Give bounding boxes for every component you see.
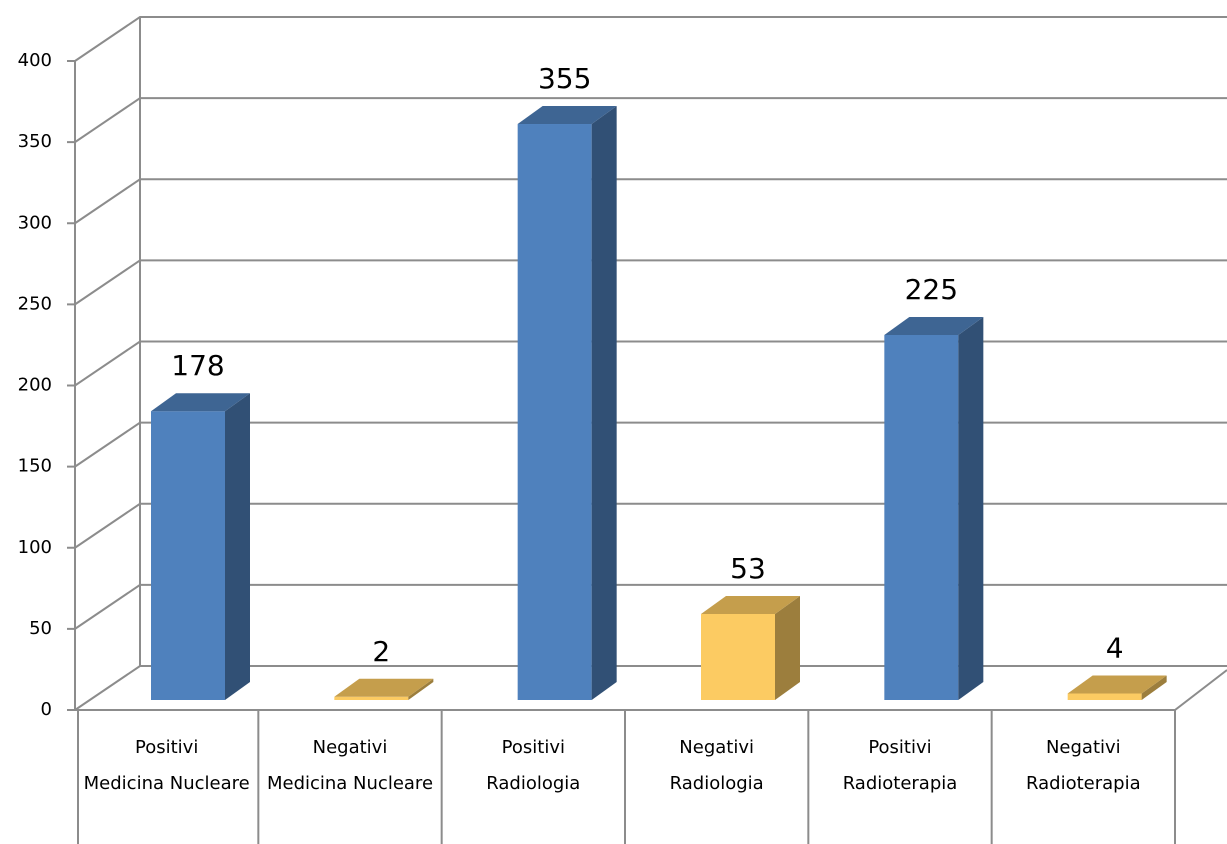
bar-top [334, 678, 434, 697]
category-label: Positivi Radioterapia [808, 734, 991, 798]
category-label-text: Negativi Radioterapia [992, 734, 1175, 798]
category-label-text: Positivi Radioterapia [808, 734, 991, 798]
category-label: Positivi Medicina Nucleare [75, 734, 258, 798]
bar-side [408, 678, 434, 700]
bar-front [334, 696, 409, 700]
category-label-line: Radioterapia [842, 773, 958, 794]
bar [1067, 675, 1167, 700]
category-label: Negativi Radiologia [625, 734, 808, 798]
bar-front [884, 334, 959, 700]
category-label-text: Positivi Radiologia [442, 734, 625, 798]
grid-line [74, 340, 1227, 387]
category-label-line: Positivi [868, 737, 932, 758]
bar [151, 393, 250, 700]
bar-side [225, 393, 250, 700]
bar-top [151, 393, 250, 412]
category-label-line: Negativi [1045, 737, 1121, 758]
y-tick-label: 300 [18, 212, 52, 233]
y-tick-label: 400 [18, 50, 52, 71]
bar-side [775, 596, 800, 700]
category-label: Negativi Medicina Nucleare [258, 734, 441, 798]
y-tick-label: 0 [41, 699, 52, 720]
grid-line [74, 178, 1227, 225]
bar-top [517, 106, 617, 125]
data-label: 4 [1106, 632, 1124, 665]
bar-front [701, 614, 775, 700]
category-label: Positivi Radiologia [442, 734, 625, 798]
category-label: Negativi Radioterapia [992, 734, 1175, 798]
grid-line [74, 97, 1227, 143]
grid-line [74, 259, 1227, 306]
category-label-text: Positivi Medicina Nucleare [75, 734, 258, 798]
bar-top [884, 316, 984, 335]
bar-top [701, 596, 800, 615]
bar [884, 316, 984, 700]
category-label-line: Radioterapia [1026, 773, 1141, 794]
bar [334, 678, 434, 700]
category-label-line: Positivi [135, 737, 199, 758]
category-label-line: Medicina Nucleare [266, 773, 434, 794]
category-label-line: Positivi [501, 737, 565, 758]
y-tick-label: 200 [18, 375, 52, 396]
bar-front [151, 411, 225, 700]
category-label-line: Radiologia [669, 773, 764, 794]
y-tick-label: 100 [18, 537, 52, 558]
y-tick-label: 50 [29, 618, 52, 639]
data-label: 225 [905, 273, 958, 306]
y-tick-label: 350 [18, 131, 52, 152]
bar-side [958, 316, 984, 700]
category-label-line: Negativi [679, 737, 755, 758]
bar-front [517, 124, 592, 700]
category-label-text: Negativi Medicina Nucleare [258, 734, 441, 798]
data-label: 2 [372, 635, 390, 668]
bar-top [1067, 675, 1167, 694]
grid-line [74, 502, 1227, 549]
bar-side [591, 106, 617, 700]
category-label-line: Radiologia [486, 773, 581, 794]
grid-line [74, 421, 1227, 468]
bar-front [1067, 693, 1142, 700]
y-tick-label: 150 [18, 456, 52, 477]
grid-line [74, 16, 1227, 62]
category-label-line: Negativi [312, 737, 388, 758]
grid-line [74, 665, 1227, 711]
category-label-line: Medicina Nucleare [83, 773, 250, 794]
bar [517, 106, 617, 700]
category-label-text: Negativi Radiologia [625, 734, 808, 798]
grid-line [74, 583, 1227, 630]
bar [701, 596, 800, 700]
data-label: 355 [538, 62, 591, 95]
data-label: 53 [730, 552, 766, 585]
y-tick-label: 250 [18, 293, 52, 314]
bar-side [1141, 675, 1167, 700]
data-label: 178 [171, 349, 224, 382]
